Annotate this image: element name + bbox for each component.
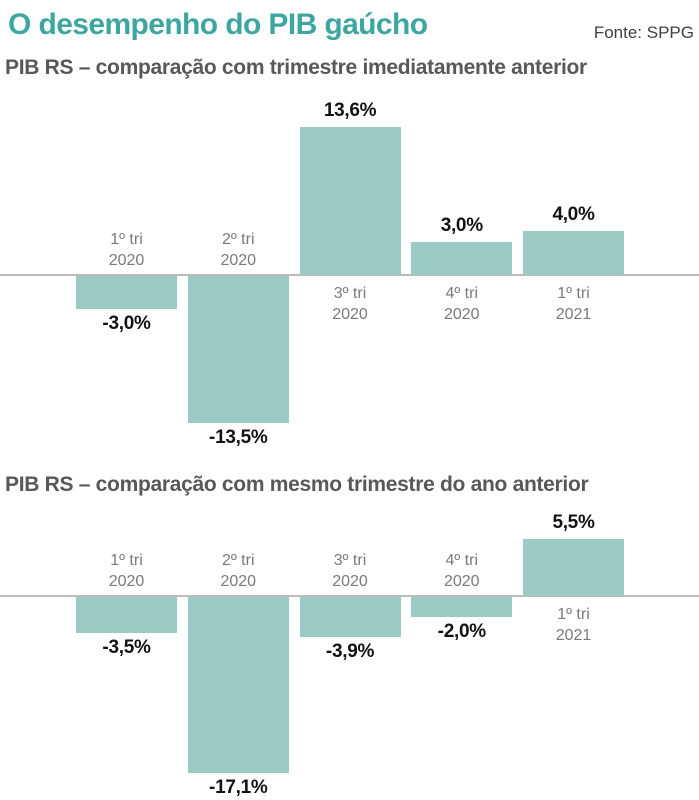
bar-value-label: -17,1% [209,777,268,799]
source-label: Fonte: SPPG [593,23,694,42]
bar [299,596,401,638]
bar-value-label: -13,5% [209,427,268,449]
bar-value-label: -2,0% [437,621,486,643]
bar [411,242,513,275]
bar-value-label: 3,0% [440,215,483,237]
bar [187,596,289,774]
bar-value-label: 13,6% [323,99,377,121]
page-title: O desempenho do PIB gaúcho [8,8,428,41]
bar [187,276,289,424]
zero-axis-line [0,594,699,597]
bar [76,596,177,633]
bar-value-label: -3,0% [102,312,151,334]
bar-value-label: -3,9% [325,641,375,663]
bar-category-label: 1º tri 2021 [555,605,592,644]
chart-title-quarter-over-quarter: PIB RS – comparação com trimestre imedia… [5,56,587,79]
bar [411,596,513,618]
bar [523,231,624,275]
bar-category-label: 3º tri 2020 [332,285,368,323]
bar-category-label: 4º tri 2020 [443,285,480,323]
bar-category-label: 2º tri 2020 [220,551,257,590]
bar [76,276,177,309]
zero-axis-line [0,274,699,276]
bar-category-label: 2º tri 2020 [220,231,257,269]
bar-value-label: 5,5% [552,512,595,534]
bar-category-label: 3º tri 2020 [332,551,368,590]
bar-value-label: 4,0% [552,204,595,226]
bar [523,539,624,596]
chart-title-year-over-year: PIB RS – comparação com mesmo trimestre … [5,473,589,496]
bar-chart-quarter-over-quarter: -3,0% 1º tri 2020 -13,5% 2º tri 2020 13,6% 3º… [0,95,699,455]
bar-category-label: 1º tri 2020 [108,231,145,269]
bar-value-label: -3,5% [102,636,151,658]
bar-category-label: 4º tri 2020 [443,551,480,590]
bar [299,126,401,275]
bar-chart-year-over-year: -3,5% 1º tri 2020 -17,1% 2º tri 2020 -3,9% 3º… [0,500,699,800]
bar-category-label: 1º tri 2020 [108,551,145,590]
bar-category-label: 1º tri 2021 [555,285,592,323]
